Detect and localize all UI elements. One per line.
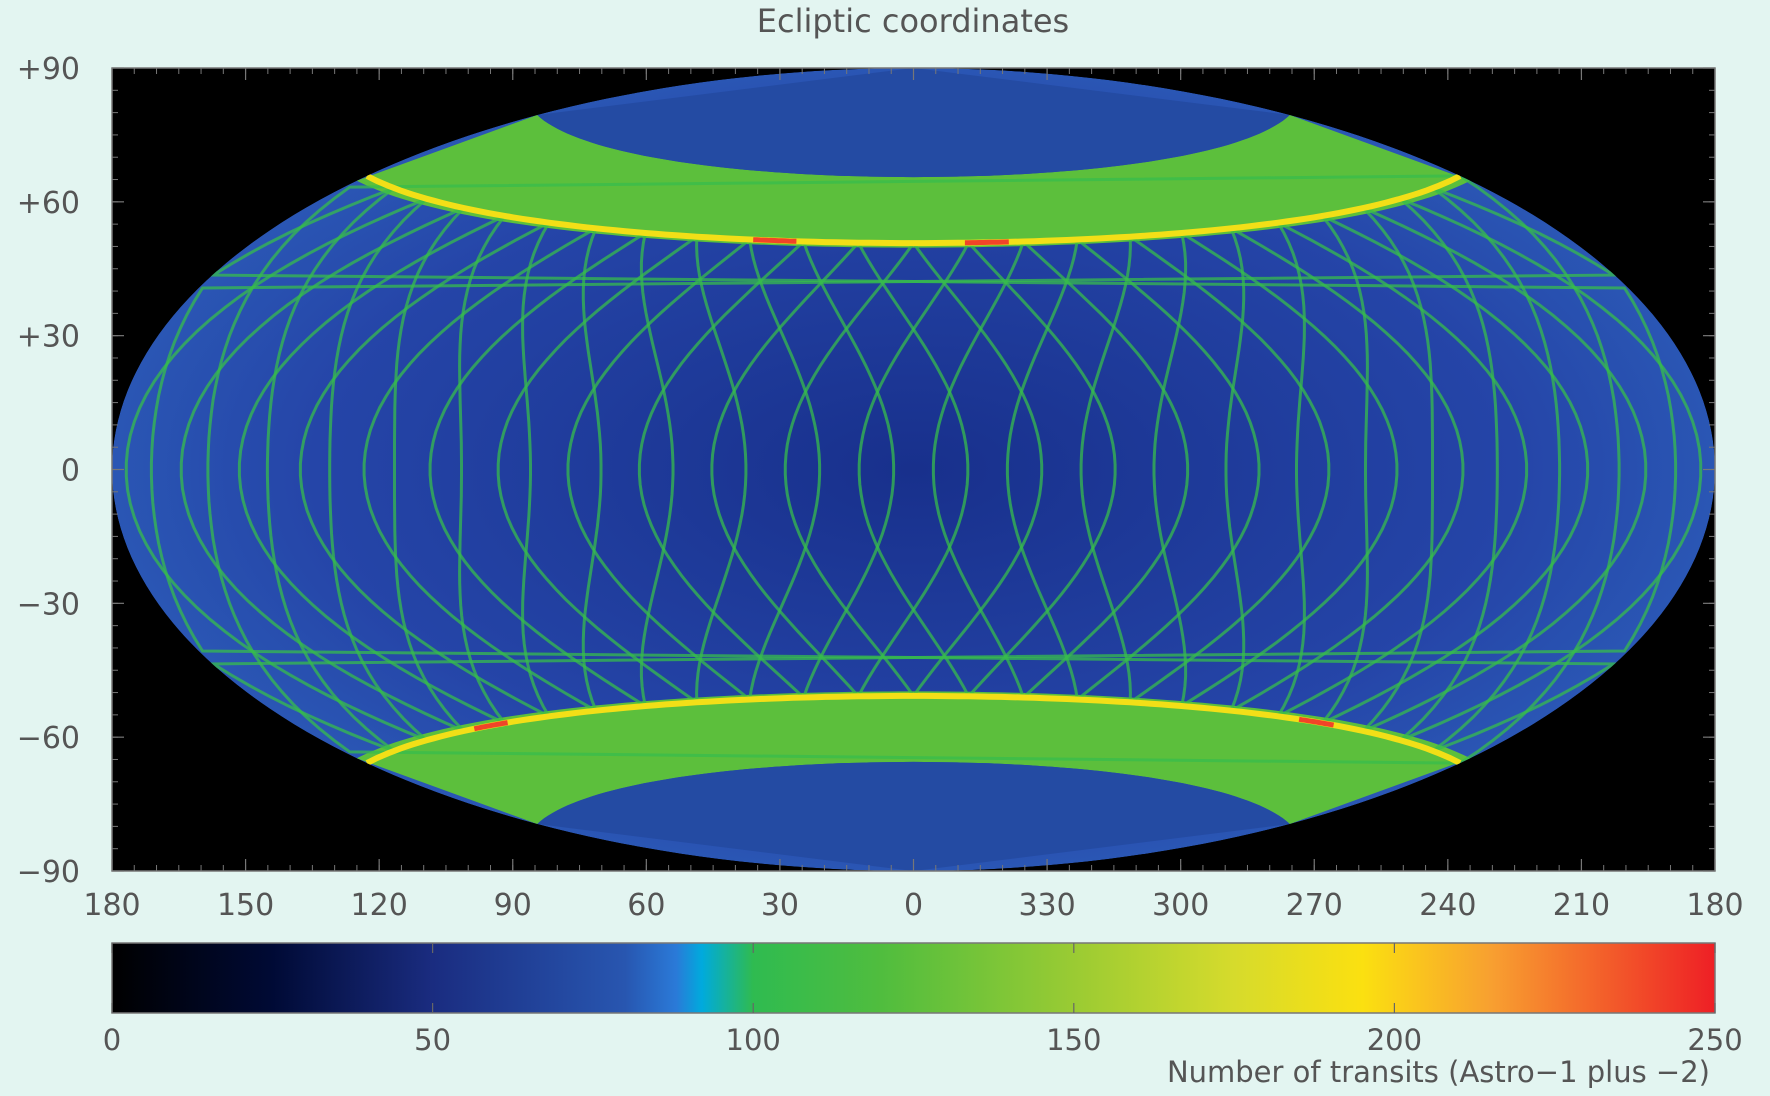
scan-arc — [1362, 206, 1434, 733]
scan-arc — [179, 206, 465, 733]
x-tick-label: 90 — [494, 888, 532, 923]
scan-arc — [1321, 214, 1590, 725]
colorbar-axis: 0 50 100 150 200 250 — [103, 943, 1743, 1057]
high-density-arc — [365, 173, 1462, 247]
scan-arc — [1362, 206, 1648, 733]
scan-arc — [967, 241, 1117, 698]
x-tick-label: 120 — [351, 888, 408, 923]
scan-arc — [1224, 227, 1246, 712]
scan-arc — [265, 186, 396, 753]
scan-arc — [1152, 232, 1188, 707]
peak-spot — [964, 239, 1009, 246]
scan-arc — [1005, 239, 1079, 700]
y-tick-label: −60 — [17, 721, 80, 756]
scan-arc — [521, 221, 551, 718]
scan-arc — [1459, 174, 1621, 765]
pole-cap — [537, 68, 1290, 178]
scan-arc — [1321, 214, 1369, 725]
sky-map-base — [112, 68, 1715, 871]
y-tick-label: −90 — [17, 855, 80, 890]
y-tick-label: 0 — [61, 454, 80, 489]
scan-arc — [328, 197, 428, 742]
x-tick-label: 180 — [1686, 888, 1743, 923]
scan-arc — [931, 241, 1025, 698]
y-tick-label: −30 — [17, 587, 80, 622]
scan-arc — [1022, 240, 1190, 699]
peak-spot — [473, 720, 509, 732]
peak-spot — [753, 237, 797, 244]
scan-arc — [208, 186, 1678, 753]
scan-arc — [124, 197, 428, 742]
colorbar-tick-label: 100 — [726, 1023, 781, 1057]
x-tick-label: 0 — [904, 888, 923, 923]
scan-arc — [1180, 231, 1399, 708]
x-tick-label: 30 — [761, 888, 799, 923]
x-tick-label: 240 — [1419, 888, 1476, 923]
x-tick-label: 330 — [1018, 888, 1075, 923]
scan-arc — [695, 236, 748, 703]
scan-arc — [458, 214, 506, 725]
scan-arc — [206, 174, 1461, 765]
scan-arc — [1276, 221, 1306, 718]
colorbar-tick-label: 0 — [103, 1023, 121, 1057]
y-tick-label: +90 — [17, 52, 80, 87]
x-tick-label: 270 — [1286, 888, 1343, 923]
scan-arc — [1399, 197, 1703, 742]
sky-map — [112, 68, 1715, 871]
x-tick-label: 300 — [1152, 888, 1209, 923]
scan-arc — [857, 241, 970, 698]
y-tick-label: +30 — [17, 320, 80, 355]
peak-spot — [1298, 716, 1335, 728]
x-tick-label: 60 — [627, 888, 665, 923]
y-tick-label: +60 — [17, 186, 80, 221]
scan-arc — [783, 242, 915, 697]
scan-arc — [710, 241, 860, 698]
colorbar — [111, 942, 1716, 1014]
scan-arc — [1431, 186, 1562, 753]
scan-arc — [496, 235, 698, 704]
scan-arc — [1129, 235, 1331, 704]
colorbar-label: Number of transits (Astro−1 plus −2) — [1167, 1055, 1710, 1089]
scan-arc — [566, 238, 751, 701]
scan-arc — [298, 221, 550, 718]
scan-arc — [149, 186, 1619, 753]
scan-arc — [639, 232, 675, 707]
scan-arc — [1277, 221, 1529, 718]
scan-arc — [1230, 226, 1465, 713]
scan-arc — [581, 227, 603, 712]
colorbar-tick-label: 150 — [1046, 1023, 1101, 1057]
scan-arc — [1079, 236, 1132, 703]
scan-arc — [362, 226, 597, 713]
scan-arc — [802, 241, 896, 698]
x-axis: 180 150 120 90 60 30 0 330 300 270 240 210 180 — [83, 68, 1744, 923]
scan-arc — [393, 206, 465, 733]
pole-cap — [537, 761, 1290, 871]
x-tick-label: 180 — [83, 888, 140, 923]
colorbar-tick-label: 250 — [1687, 1023, 1742, 1057]
x-tick-label: 150 — [217, 888, 274, 923]
colorbar-tick-label: 50 — [414, 1023, 451, 1057]
scan-arc — [428, 231, 647, 708]
scan-arc — [912, 242, 1044, 697]
chart-title: Ecliptic coordinates — [757, 2, 1069, 40]
scan-arc — [857, 241, 970, 698]
x-tick-label: 210 — [1553, 888, 1610, 923]
scan-arc — [748, 239, 822, 700]
colorbar-tick-label: 200 — [1367, 1023, 1422, 1057]
scan-arc — [637, 240, 805, 699]
y-axis: +90 +60 +30 0 −30 −60 −90 — [17, 52, 1715, 890]
scan-arc — [237, 214, 506, 725]
scan-arc — [1076, 238, 1261, 701]
